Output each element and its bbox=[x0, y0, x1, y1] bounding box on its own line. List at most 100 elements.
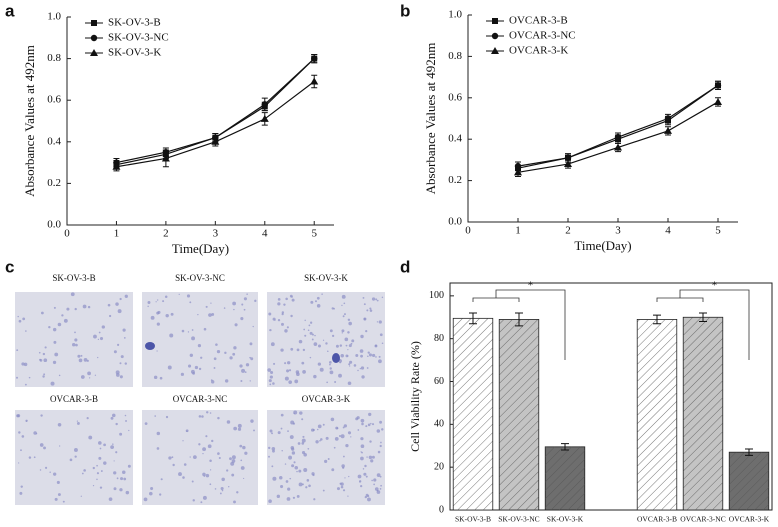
cell bbox=[341, 294, 346, 299]
cell bbox=[42, 352, 46, 356]
micrograph-label: OVCAR-3-NC bbox=[173, 394, 228, 404]
cell bbox=[285, 480, 289, 483]
legend-marker bbox=[90, 34, 98, 42]
cell bbox=[304, 319, 306, 322]
cell bbox=[150, 315, 155, 320]
cell bbox=[269, 383, 272, 386]
cell bbox=[364, 495, 367, 499]
cell bbox=[205, 473, 210, 478]
micrograph bbox=[142, 410, 258, 505]
cell bbox=[198, 443, 201, 446]
cell bbox=[287, 361, 291, 365]
cell bbox=[208, 313, 212, 317]
cell bbox=[276, 494, 281, 499]
cell bbox=[347, 331, 350, 334]
cell bbox=[241, 368, 246, 373]
y-tick-label: 0.8 bbox=[448, 50, 462, 62]
cell bbox=[364, 464, 367, 468]
cell bbox=[294, 465, 299, 470]
cell bbox=[368, 353, 373, 357]
cell bbox=[61, 314, 64, 317]
bar-hatch bbox=[683, 317, 723, 510]
x-tick-label: 0 bbox=[465, 225, 471, 237]
cell bbox=[296, 348, 300, 352]
cell bbox=[180, 372, 184, 376]
cell bbox=[291, 298, 295, 302]
cell bbox=[314, 300, 317, 303]
cell bbox=[381, 342, 384, 345]
cell bbox=[303, 328, 306, 331]
cell bbox=[268, 312, 272, 316]
cell bbox=[303, 453, 307, 457]
cell bbox=[108, 497, 113, 501]
x-tick-label: 0 bbox=[64, 228, 70, 240]
cell bbox=[297, 442, 301, 445]
cell bbox=[301, 442, 305, 445]
cell bbox=[98, 441, 102, 445]
cell bbox=[240, 466, 245, 470]
cell bbox=[232, 301, 237, 306]
cell bbox=[82, 304, 87, 309]
cell bbox=[291, 296, 293, 298]
cell bbox=[83, 469, 86, 472]
error-bar bbox=[699, 312, 707, 323]
cell bbox=[17, 414, 21, 418]
legend-marker bbox=[91, 20, 97, 26]
cell-cluster bbox=[332, 353, 340, 363]
cell bbox=[210, 302, 212, 304]
cell bbox=[281, 450, 283, 452]
cell bbox=[368, 412, 372, 417]
cell bbox=[191, 336, 196, 341]
cell bbox=[202, 452, 204, 455]
cell bbox=[343, 313, 346, 316]
cell bbox=[367, 497, 371, 502]
legend-label: OVCAR-3-NC bbox=[509, 30, 576, 42]
cell bbox=[359, 349, 364, 353]
cell bbox=[335, 344, 339, 348]
cell bbox=[316, 428, 319, 431]
marker bbox=[310, 77, 319, 85]
cell bbox=[86, 417, 89, 420]
cell bbox=[371, 423, 375, 426]
cell bbox=[350, 436, 352, 438]
marker bbox=[614, 143, 622, 151]
cell bbox=[53, 340, 57, 344]
cell bbox=[373, 478, 377, 482]
cell bbox=[366, 309, 369, 312]
panel-letter: d bbox=[400, 257, 410, 276]
cell bbox=[348, 475, 350, 478]
cell bbox=[239, 444, 243, 448]
error-bar bbox=[653, 314, 661, 325]
cell bbox=[374, 344, 378, 348]
cell bbox=[327, 350, 329, 353]
cell bbox=[289, 435, 294, 439]
significance-bracket bbox=[656, 289, 750, 360]
cell bbox=[24, 383, 27, 386]
cell bbox=[329, 361, 332, 364]
cell bbox=[20, 449, 22, 452]
cell bbox=[280, 348, 284, 352]
cell bbox=[371, 455, 375, 459]
cell bbox=[286, 369, 290, 373]
cell bbox=[21, 435, 25, 438]
cell bbox=[99, 336, 104, 341]
cell bbox=[318, 344, 321, 348]
legend-marker bbox=[491, 47, 499, 54]
cell bbox=[325, 436, 329, 440]
cell bbox=[197, 313, 199, 316]
cell bbox=[347, 431, 352, 435]
cell bbox=[103, 461, 107, 465]
cell bbox=[57, 423, 62, 427]
cell bbox=[311, 428, 315, 432]
cell bbox=[343, 455, 345, 458]
cell bbox=[127, 464, 131, 468]
cell bbox=[171, 456, 174, 459]
cell bbox=[97, 338, 100, 340]
cell bbox=[360, 334, 364, 339]
cell bbox=[100, 470, 103, 473]
cell bbox=[54, 497, 58, 501]
cell bbox=[268, 499, 272, 503]
cell bbox=[331, 334, 335, 337]
marker bbox=[514, 168, 522, 176]
cell bbox=[371, 479, 373, 482]
